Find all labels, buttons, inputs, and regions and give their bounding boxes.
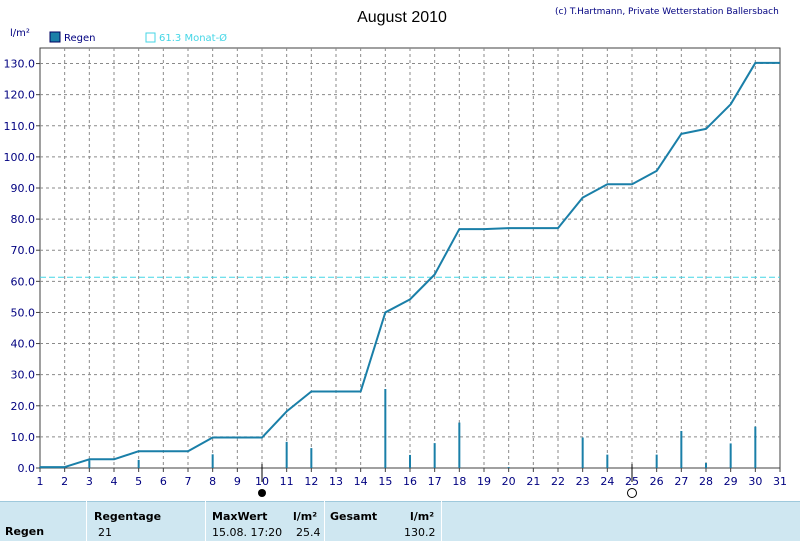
x-tick-label: 3	[86, 475, 93, 488]
y-tick-label: 110.0	[4, 120, 36, 133]
x-tick-label: 30	[748, 475, 762, 488]
y-tick-label: 90.0	[11, 182, 36, 195]
y-tick-label: 70.0	[11, 244, 36, 257]
x-tick-label: 19	[477, 475, 491, 488]
x-tick-label: 18	[452, 475, 466, 488]
x-tick-label: 6	[160, 475, 167, 488]
y-tick-label: 30.0	[11, 369, 36, 382]
regentage-header: Regentage	[94, 510, 162, 523]
table-divider	[441, 501, 442, 541]
x-tick-label: 15	[378, 475, 392, 488]
maxwert-header: MaxWert	[212, 510, 268, 523]
maxwert-value: 25.4	[296, 526, 321, 539]
row-label: Regen	[5, 525, 45, 538]
x-tick-label: 8	[209, 475, 216, 488]
y-tick-label: 50.0	[11, 306, 36, 319]
legend-average-label: 61.3 Monat-Ø	[159, 32, 227, 44]
x-tick-label: 27	[674, 475, 688, 488]
regentage-value: 21	[98, 526, 112, 539]
full-moon-icon	[627, 488, 637, 498]
y-tick-label: 80.0	[11, 213, 36, 226]
y-tick-label: 120.0	[4, 89, 36, 102]
y-tick-label: 40.0	[11, 338, 36, 351]
x-tick-label: 14	[354, 475, 368, 488]
x-tick-label: 5	[135, 475, 142, 488]
table-top-border	[0, 501, 800, 502]
legend-rain-swatch	[49, 31, 61, 43]
x-tick-label: 16	[403, 475, 417, 488]
gesamt-value: 130.2	[404, 526, 436, 539]
new-moon-icon	[258, 489, 266, 497]
x-tick-label: 13	[329, 475, 343, 488]
x-tick-label: 31	[773, 475, 787, 488]
x-tick-label: 17	[428, 475, 442, 488]
x-tick-label: 22	[551, 475, 565, 488]
x-tick-label: 20	[502, 475, 516, 488]
table-divider	[324, 501, 325, 541]
daily-rain-bars	[39, 388, 757, 468]
x-tick-label: 29	[724, 475, 738, 488]
cumulative-rain-line	[40, 61, 780, 469]
maxwert-date: 15.08. 17:20	[212, 526, 283, 539]
legend-average-swatch	[145, 32, 156, 43]
x-tick-label: 1	[37, 475, 44, 488]
y-tick-label: 60.0	[11, 275, 36, 288]
cumulative-rain-series	[40, 61, 780, 469]
x-tick-label: 4	[111, 475, 118, 488]
moon-phases	[258, 464, 637, 498]
x-tick-label: 2	[61, 475, 68, 488]
y-axis: 0.0 10.0 20.0 30.0 40.0 50.0 60.0 70.0 80.0 90.0 1…	[4, 58, 40, 475]
x-tick-label: 21	[526, 475, 540, 488]
table-divider	[205, 501, 206, 541]
y-tick-label: 130.0	[4, 58, 36, 71]
y-tick-label: 100.0	[4, 151, 36, 164]
summary-table: Regen Regentage 21 MaxWert l/m² 15.08. 1…	[0, 501, 800, 541]
x-tick-label: 9	[234, 475, 241, 488]
x-tick-label: 26	[650, 475, 664, 488]
maxwert-unit: l/m²	[293, 510, 318, 523]
gesamt-unit: l/m²	[410, 510, 435, 523]
x-tick-label: 23	[576, 475, 590, 488]
rain-chart: August 2010 (c) T.Hartmann, Private Wett…	[4, 7, 787, 498]
table-divider	[86, 501, 87, 541]
x-tick-label: 28	[699, 475, 713, 488]
x-tick-label: 24	[600, 475, 614, 488]
x-tick-label: 7	[185, 475, 192, 488]
y-tick-label: 10.0	[11, 431, 36, 444]
x-axis: 1 2 3 4 5 6 7 8 9 10 11 12 13 14 15 16 17 18 19 20 21 22 23 24 2…	[37, 468, 787, 488]
y-axis-unit: l/m²	[10, 28, 30, 39]
legend-rain-label: Regen	[64, 33, 96, 44]
chart-title: August 2010	[357, 9, 447, 26]
x-tick-label: 11	[280, 475, 294, 488]
x-tick-label: 12	[304, 475, 318, 488]
y-tick-label: 20.0	[11, 400, 36, 413]
copyright-text: (c) T.Hartmann, Private Wetterstation Ba…	[555, 7, 779, 17]
y-tick-label: 0.0	[18, 462, 36, 475]
gesamt-header: Gesamt	[330, 510, 378, 523]
